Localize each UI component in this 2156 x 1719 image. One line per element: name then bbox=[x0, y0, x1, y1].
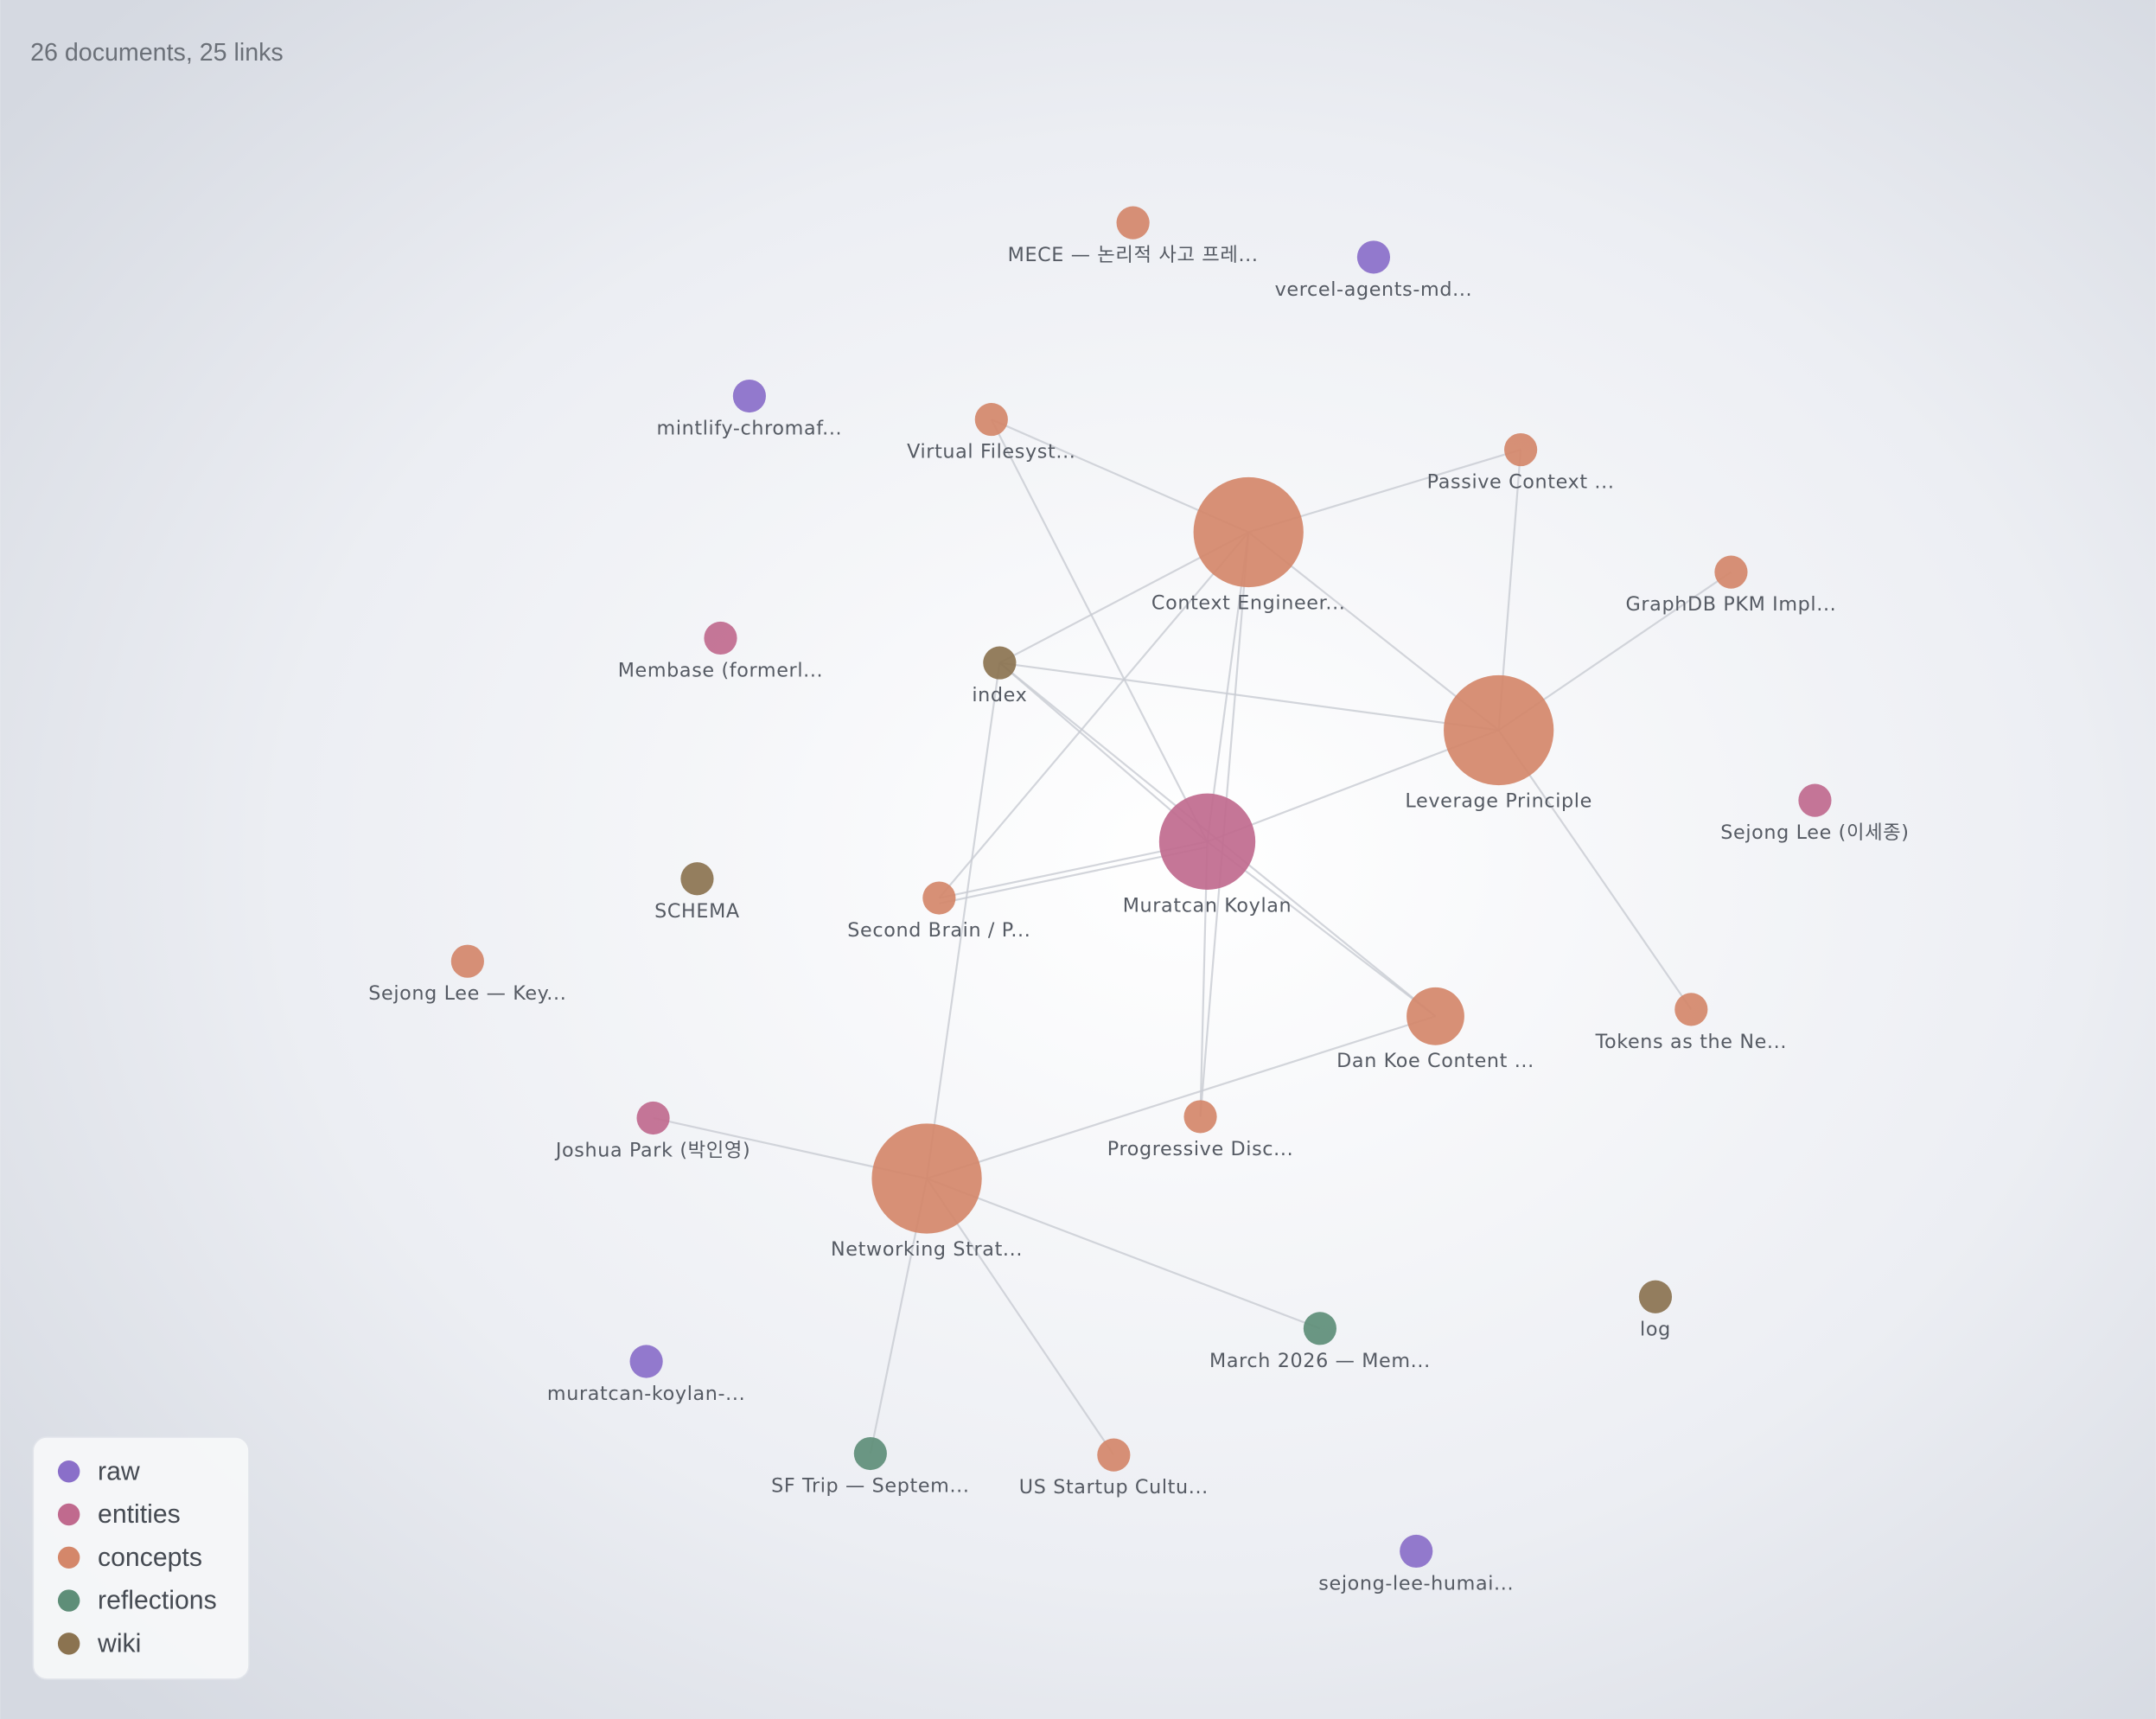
node-label[interactable]: index bbox=[972, 684, 1027, 706]
node-label[interactable]: Context Engineer... bbox=[1151, 592, 1346, 615]
node-label[interactable]: US Startup Cultu... bbox=[1019, 1476, 1209, 1499]
node[interactable] bbox=[1356, 240, 1391, 274]
node[interactable] bbox=[1400, 1534, 1433, 1569]
link bbox=[925, 662, 1001, 1179]
link bbox=[990, 419, 1209, 842]
node-label[interactable]: Sejong Lee — Key... bbox=[368, 982, 566, 1005]
node-label[interactable]: sejong-lee-humai... bbox=[1318, 1573, 1514, 1595]
node-label[interactable]: MECE — 논리적 사고 프레... bbox=[1008, 244, 1259, 266]
node[interactable] bbox=[1674, 993, 1708, 1026]
legend-label: wiki bbox=[97, 1629, 141, 1658]
node[interactable] bbox=[1444, 674, 1554, 786]
node-label[interactable]: March 2026 — Mem... bbox=[1209, 1350, 1431, 1372]
node[interactable] bbox=[1504, 432, 1538, 467]
node[interactable] bbox=[922, 881, 956, 915]
node[interactable] bbox=[974, 402, 1008, 437]
node[interactable] bbox=[871, 1123, 982, 1234]
link bbox=[1497, 729, 1693, 1010]
node[interactable] bbox=[983, 646, 1017, 680]
nodes: MECE — 논리적 사고 프레... vercel-agents-md... mi… bbox=[368, 206, 1909, 1595]
node-label[interactable]: GraphDB PKM Impl... bbox=[1626, 593, 1837, 616]
node-label[interactable]: Muratcan Koylan bbox=[1123, 894, 1292, 917]
node[interactable] bbox=[629, 1345, 663, 1378]
node[interactable] bbox=[1303, 1312, 1336, 1345]
legend: raw entities concepts reflections wiki bbox=[57, 1457, 217, 1658]
node[interactable] bbox=[680, 862, 714, 896]
node[interactable] bbox=[1714, 555, 1748, 589]
node-label[interactable]: Dan Koe Content ... bbox=[1336, 1050, 1534, 1072]
link bbox=[999, 661, 1499, 732]
node-label[interactable]: Virtual Filesyst... bbox=[907, 441, 1075, 463]
node[interactable] bbox=[1193, 476, 1304, 588]
legend-box bbox=[32, 1436, 250, 1680]
node-label[interactable]: vercel-agents-md... bbox=[1275, 278, 1473, 301]
legend-swatch bbox=[57, 1503, 80, 1526]
node[interactable] bbox=[1116, 206, 1150, 240]
node[interactable] bbox=[636, 1101, 670, 1135]
node[interactable] bbox=[853, 1436, 887, 1471]
node-label[interactable]: log bbox=[1640, 1318, 1671, 1340]
link bbox=[938, 531, 1250, 899]
node-label[interactable]: Leverage Principle bbox=[1405, 790, 1592, 813]
node-label[interactable]: Sejong Lee (이세종) bbox=[1720, 821, 1909, 844]
node-label[interactable]: Networking Strat... bbox=[831, 1238, 1023, 1261]
node[interactable] bbox=[1097, 1438, 1131, 1472]
node[interactable] bbox=[1798, 783, 1832, 817]
node[interactable] bbox=[732, 379, 766, 413]
node-label[interactable]: Progressive Disc... bbox=[1107, 1138, 1294, 1160]
node[interactable] bbox=[704, 621, 737, 655]
node[interactable] bbox=[1183, 1100, 1217, 1134]
legend-swatch bbox=[57, 1546, 80, 1569]
node-label[interactable]: muratcan-koylan-... bbox=[547, 1383, 745, 1405]
node[interactable] bbox=[450, 944, 484, 978]
node-label[interactable]: SF Trip — Septem... bbox=[771, 1475, 970, 1498]
node-label[interactable]: Passive Context ... bbox=[1427, 471, 1615, 494]
node-label[interactable]: Membase (formerl... bbox=[618, 659, 824, 681]
link bbox=[926, 1178, 1115, 1456]
node-label[interactable]: mintlify-chromaf... bbox=[657, 418, 843, 440]
node[interactable] bbox=[1158, 793, 1256, 890]
legend-label: raw bbox=[98, 1457, 140, 1486]
legend-swatch bbox=[57, 1589, 80, 1612]
link bbox=[926, 1177, 1321, 1330]
graph-summary: 26 documents, 25 links bbox=[30, 39, 284, 67]
node[interactable] bbox=[1407, 987, 1464, 1045]
legend-label: concepts bbox=[98, 1543, 202, 1572]
node-label[interactable]: SCHEMA bbox=[654, 900, 740, 923]
legend-swatch bbox=[57, 1460, 80, 1483]
node-label[interactable]: Joshua Park (박인영) bbox=[554, 1140, 750, 1162]
node[interactable] bbox=[1638, 1280, 1673, 1313]
legend-label: reflections bbox=[98, 1587, 217, 1615]
link bbox=[926, 1015, 1436, 1180]
node-label[interactable]: Second Brain / P... bbox=[847, 919, 1030, 942]
node-label[interactable]: Tokens as the Ne... bbox=[1595, 1031, 1787, 1053]
legend-swatch bbox=[57, 1633, 80, 1655]
legend-label: entities bbox=[98, 1500, 181, 1529]
